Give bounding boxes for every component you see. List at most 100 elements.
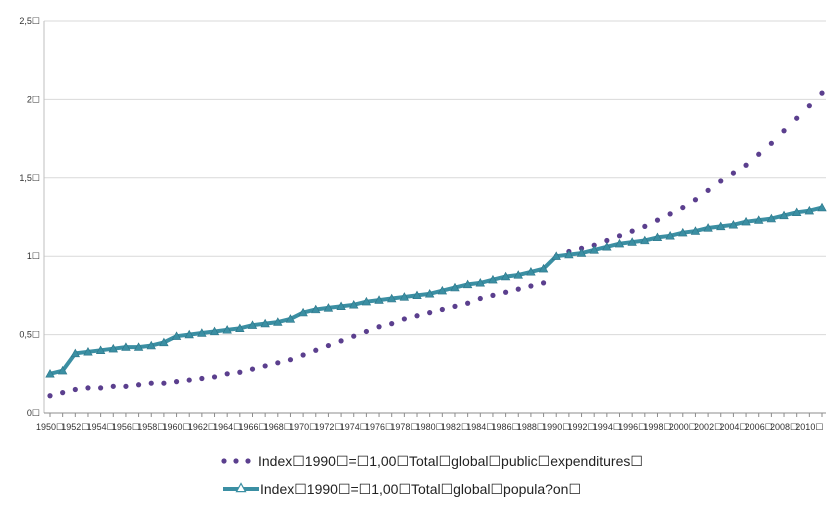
x-tick-label: 1972☐ — [314, 422, 342, 432]
data-point-population — [665, 230, 675, 240]
x-tick-label: 1996☐ — [618, 422, 646, 432]
data-point-population — [57, 365, 68, 375]
data-point-public-expenditures — [743, 162, 749, 168]
data-point-population — [614, 238, 625, 248]
data-point-population — [361, 296, 372, 306]
axes — [43, 21, 826, 417]
data-point-public-expenditures — [439, 306, 445, 313]
data-point-public-expenditures — [515, 286, 521, 292]
data-point-public-expenditures — [338, 338, 344, 344]
x-tick-label: 1950☐ — [36, 422, 64, 432]
data-point-population — [640, 235, 650, 245]
x-tick-label: 2010☐ — [795, 422, 823, 432]
data-point-public-expenditures — [427, 310, 433, 316]
data-point-public-expenditures — [287, 357, 294, 363]
data-point-population — [475, 278, 486, 287]
data-point-public-expenditures — [680, 204, 686, 211]
data-point-population — [703, 223, 713, 232]
data-point-public-expenditures — [249, 366, 256, 372]
data-point-public-expenditures — [325, 342, 332, 349]
data-point-public-expenditures — [718, 178, 724, 184]
data-point-population — [70, 348, 81, 358]
data-point-population — [791, 207, 802, 216]
data-point-population — [311, 304, 321, 314]
data-point-population — [171, 331, 182, 340]
x-tick-label: 2004☐ — [719, 422, 747, 432]
y-tick-label: 0,5☐ — [19, 330, 40, 340]
data-point-public-expenditures — [540, 280, 547, 286]
data-point-public-expenditures — [705, 187, 711, 193]
data-point-public-expenditures — [642, 223, 648, 230]
data-point-population — [146, 340, 156, 350]
data-point-population — [45, 368, 55, 378]
data-point-public-expenditures — [414, 313, 420, 319]
data-point-population — [247, 320, 258, 329]
data-point-population — [424, 289, 435, 298]
data-point-public-expenditures — [313, 347, 319, 353]
data-point-public-expenditures — [211, 374, 218, 380]
x-tick-label: 1988☐ — [517, 422, 545, 432]
data-point-population — [121, 342, 131, 351]
data-point-public-expenditures — [275, 360, 281, 366]
data-point-public-expenditures — [465, 300, 471, 306]
data-point-population — [209, 326, 220, 336]
x-tick-label: 1990☐ — [542, 422, 570, 432]
data-point-public-expenditures — [616, 233, 623, 239]
x-tick-label: 1966☐ — [238, 422, 266, 432]
x-tick-label: 1956☐ — [112, 422, 140, 432]
data-point-public-expenditures — [363, 328, 369, 335]
data-point-public-expenditures — [199, 375, 205, 382]
data-point-public-expenditures — [173, 379, 180, 385]
data-point-public-expenditures — [490, 292, 496, 298]
data-point-public-expenditures — [224, 371, 230, 377]
data-point-public-expenditures — [730, 170, 737, 176]
legend-triangle-marker — [235, 482, 247, 493]
data-point-public-expenditures — [237, 369, 243, 375]
data-point-population — [450, 282, 460, 292]
data-point-public-expenditures — [300, 352, 306, 358]
gridlines — [44, 20, 826, 414]
y-tick-label: 0☐ — [27, 408, 40, 418]
data-point-public-expenditures — [604, 237, 610, 244]
data-point-population — [412, 290, 422, 300]
data-point-population — [488, 274, 498, 284]
y-tick-label: 2,5☐ — [19, 16, 40, 26]
x-tick-label: 1992☐ — [567, 422, 595, 432]
data-point-public-expenditures — [794, 115, 800, 121]
data-point-public-expenditures — [401, 316, 407, 322]
data-point-population — [399, 292, 410, 301]
data-point-public-expenditures — [351, 333, 357, 339]
legend-item-population: Index☐1990☐=☐1,00☐Total☐global☐popula?on… — [223, 481, 581, 497]
data-point-population — [374, 295, 384, 304]
data-point-public-expenditures — [756, 151, 762, 157]
data-point-population — [728, 220, 739, 229]
legend-swatch-dotted — [221, 458, 251, 464]
data-point-population — [108, 343, 118, 353]
data-point-population — [437, 285, 448, 295]
x-tick-label: 1954☐ — [87, 422, 115, 432]
data-point-population — [83, 347, 93, 356]
data-point-population — [779, 210, 789, 220]
y-tick-label: 1,5☐ — [19, 173, 40, 183]
data-point-population — [349, 299, 359, 309]
data-point-public-expenditures — [98, 385, 104, 391]
data-point-public-expenditures — [186, 377, 192, 383]
data-point-public-expenditures — [692, 197, 699, 203]
data-point-public-expenditures — [503, 289, 509, 295]
data-point-population — [386, 293, 397, 303]
x-tick-label: 1986☐ — [492, 422, 520, 432]
y-tick-labels: 0☐ 0,5☐ 1☐ 1,5☐ 2☐ 2,5☐ — [19, 16, 40, 418]
data-point-public-expenditures — [47, 393, 53, 399]
y-tick-label: 2☐ — [27, 94, 40, 104]
data-point-population — [159, 337, 169, 347]
data-point-population — [804, 205, 815, 215]
x-tick-labels: 1950☐1952☐1954☐1956☐1958☐1960☐1962☐1964☐… — [36, 422, 823, 432]
data-point-population — [260, 318, 270, 328]
data-point-public-expenditures — [528, 283, 534, 289]
data-point-public-expenditures — [110, 383, 116, 389]
data-point-population — [690, 226, 701, 235]
x-tick-label: 1962☐ — [188, 422, 216, 432]
x-tick-label: 2008☐ — [770, 422, 798, 432]
data-point-population — [235, 323, 245, 332]
